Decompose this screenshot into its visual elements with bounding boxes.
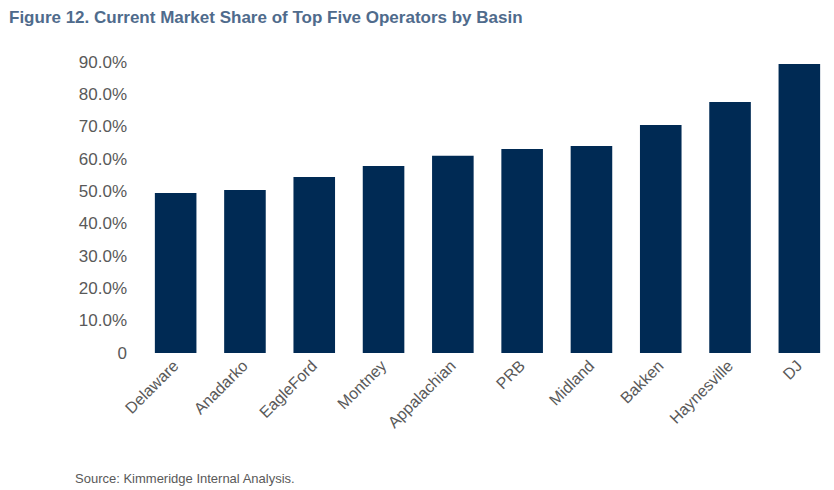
svg-text:Figure 12. Current Market Shar: Figure 12. Current Market Share of Top F… — [9, 8, 523, 27]
svg-text:Midland: Midland — [546, 357, 598, 409]
svg-text:EagleFord: EagleFord — [256, 357, 320, 421]
svg-text:80.0%: 80.0% — [79, 85, 127, 104]
svg-text:Haynesville: Haynesville — [666, 357, 736, 427]
svg-text:Delaware: Delaware — [122, 357, 182, 417]
svg-text:Anadarko: Anadarko — [191, 357, 251, 417]
svg-text:PRB: PRB — [493, 357, 528, 392]
svg-text:0: 0 — [118, 344, 127, 363]
svg-text:Bakken: Bakken — [617, 357, 667, 407]
svg-text:Source: Kimmeridge Internal An: Source: Kimmeridge Internal Analysis. — [75, 471, 295, 486]
svg-text:30.0%: 30.0% — [79, 247, 127, 266]
svg-text:20.0%: 20.0% — [79, 279, 127, 298]
svg-text:10.0%: 10.0% — [79, 311, 127, 330]
svg-text:60.0%: 60.0% — [79, 150, 127, 169]
svg-text:Appalachian: Appalachian — [385, 357, 459, 431]
svg-text:40.0%: 40.0% — [79, 214, 127, 233]
svg-text:Montney: Montney — [334, 357, 389, 412]
svg-text:70.0%: 70.0% — [79, 117, 127, 136]
svg-text:DJ: DJ — [780, 357, 806, 383]
svg-text:50.0%: 50.0% — [79, 182, 127, 201]
svg-text:90.0%: 90.0% — [79, 53, 127, 72]
